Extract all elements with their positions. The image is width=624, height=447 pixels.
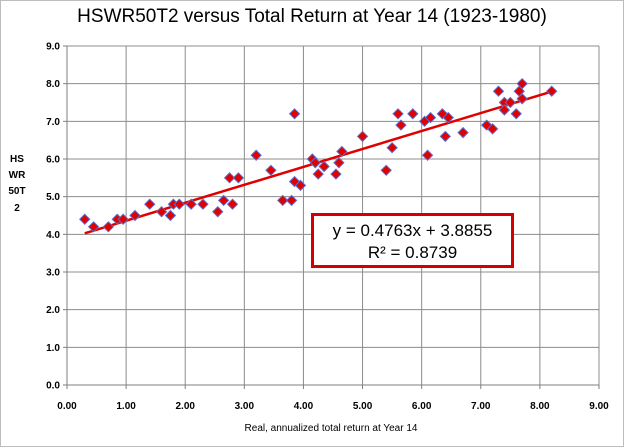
data-point [442,111,454,124]
data-point [312,168,324,180]
data-point [380,164,392,177]
data-point [223,172,236,184]
y-tick-label: 7.0 [46,117,60,128]
data-point [265,164,277,177]
data-points [79,77,558,233]
y-tick-label: 0.0 [46,381,60,392]
x-axis-label: Real, annualized total return at Year 14 [244,423,418,434]
x-tick-label: 6.00 [412,401,432,412]
x-tick-label: 0.00 [57,401,77,412]
data-point [333,157,345,169]
data-point [356,130,369,143]
data-point [486,123,499,135]
data-point [510,108,522,120]
data-point [492,85,505,97]
data-point [546,85,558,97]
data-point [424,111,437,124]
data-point [318,160,330,173]
data-point [457,126,469,139]
data-point [336,145,348,158]
data-point [309,157,321,169]
data-point [504,96,517,109]
data-point [212,206,224,218]
data-point [516,93,528,105]
data-point [277,194,289,207]
y-tick-label: 4.0 [46,230,60,241]
x-tick-label: 4.00 [294,401,314,412]
tick-labels: 0.0 1.0 2.0 3.0 4.0 5.0 6.0 7.0 8.0 9.0 0.00 1.00 2.… [46,42,609,413]
data-point [164,209,177,222]
chart-title: HSWR50T2 versus Total Return at Year 14 … [77,6,547,27]
data-point [392,108,404,120]
data-point [516,77,528,90]
data-point [117,213,129,225]
x-tick-label: 7.00 [471,401,491,412]
y-tick-label: 9.0 [46,42,60,53]
data-point [226,198,239,210]
x-tick-label: 1.00 [116,401,136,412]
data-point [173,198,186,210]
data-point [407,108,419,120]
x-tick-label: 2.00 [175,401,195,412]
data-point [232,172,245,184]
data-point [217,194,230,207]
y-tick-label: 8.0 [46,79,60,90]
axes [63,45,600,389]
data-point [288,108,301,120]
equation-box: y = 0.4763x + 3.8855 R² = 0.8739 [311,213,514,268]
data-point [386,141,398,154]
data-point [185,198,197,210]
data-point [79,213,91,225]
x-tick-label: 8.00 [530,401,550,412]
data-point [439,130,452,143]
y-axis-label: HSWR50T2 [8,154,26,214]
trendline-equation: y = 0.4763x + 3.8855 [332,221,493,240]
data-point [250,149,262,161]
data-point [395,119,407,131]
y-tick-label: 3.0 [46,268,60,279]
data-point [144,198,156,210]
x-tick-label: 5.00 [353,401,373,412]
data-point [102,221,115,233]
x-tick-label: 9.00 [589,401,609,412]
x-tick-label: 3.00 [235,401,255,412]
data-point [285,194,298,207]
data-point [498,104,511,116]
data-point [197,198,209,210]
y-tick-label: 2.0 [46,305,60,316]
data-point [330,168,342,180]
y-tick-label: 6.0 [46,155,60,166]
data-point [155,206,168,218]
y-tick-label: 1.0 [46,343,60,354]
data-point [421,149,434,161]
r-squared-label: R² = 0.8739 [367,243,458,262]
y-tick-label: 5.0 [46,192,60,203]
data-point [129,209,141,222]
data-point [480,119,493,131]
data-point [87,221,100,233]
data-point [294,179,307,192]
